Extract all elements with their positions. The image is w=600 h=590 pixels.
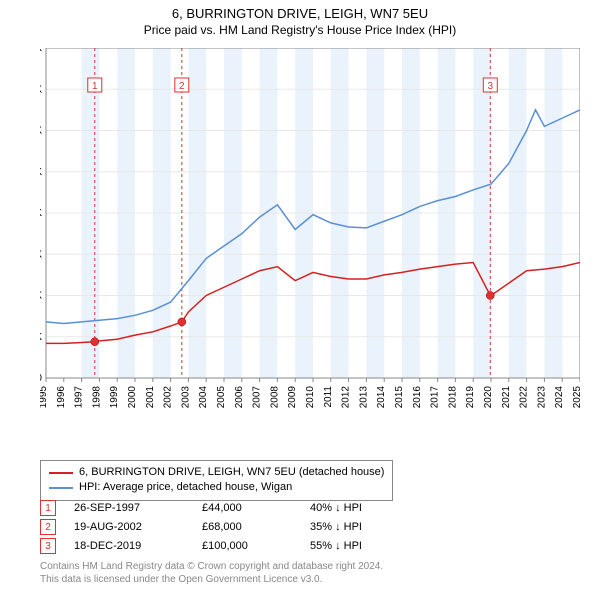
svg-text:2015: 2015 — [394, 386, 405, 409]
svg-text:2004: 2004 — [198, 386, 209, 409]
svg-text:2005: 2005 — [216, 386, 227, 409]
chart-area: £0 £50K £100K £150K £200K £250K £300K £350K £400… — [40, 48, 580, 418]
svg-text:2007: 2007 — [252, 386, 263, 409]
event-row: 3 18-DEC-2019 £100,000 55% ↓ HPI — [40, 538, 420, 554]
svg-text:2024: 2024 — [554, 386, 565, 409]
legend-label: HPI: Average price, detached house, Wiga… — [79, 480, 292, 495]
svg-text:2010: 2010 — [305, 386, 316, 409]
svg-text:2: 2 — [179, 81, 185, 92]
event-hpi-delta: 55% ↓ HPI — [310, 540, 420, 552]
svg-text:2019: 2019 — [465, 386, 476, 409]
footer-attribution: Contains HM Land Registry data © Crown c… — [40, 561, 383, 586]
svg-text:1999: 1999 — [109, 386, 120, 409]
event-row: 2 19-AUG-2002 £68,000 35% ↓ HPI — [40, 519, 420, 535]
svg-text:2003: 2003 — [180, 386, 191, 409]
svg-text:2023: 2023 — [536, 386, 547, 409]
svg-text:£50K: £50K — [40, 332, 42, 343]
event-number-box: 1 — [40, 500, 56, 516]
event-hpi-delta: 35% ↓ HPI — [310, 521, 420, 533]
event-date: 19-AUG-2002 — [74, 521, 184, 533]
event-price: £68,000 — [202, 521, 292, 533]
legend-swatch — [49, 487, 73, 489]
svg-text:2002: 2002 — [163, 386, 174, 409]
legend-label: 6, BURRINGTON DRIVE, LEIGH, WN7 5EU (det… — [79, 465, 384, 480]
svg-text:2012: 2012 — [341, 386, 352, 409]
svg-text:2009: 2009 — [287, 386, 298, 409]
event-hpi-delta: 40% ↓ HPI — [310, 502, 420, 514]
svg-text:2020: 2020 — [483, 386, 494, 409]
svg-text:1998: 1998 — [91, 386, 102, 409]
event-marker-table: 1 26-SEP-1997 £44,000 40% ↓ HPI 2 19-AUG-2002… — [40, 500, 420, 557]
svg-text:1997: 1997 — [74, 386, 85, 409]
svg-text:2008: 2008 — [269, 386, 280, 409]
title-block: 6, BURRINGTON DRIVE, LEIGH, WN7 5EU Pric… — [0, 0, 600, 37]
event-price: £100,000 — [202, 540, 292, 552]
chart-title: 6, BURRINGTON DRIVE, LEIGH, WN7 5EU — [0, 6, 600, 21]
svg-text:2000: 2000 — [127, 386, 138, 409]
svg-text:1: 1 — [92, 81, 98, 92]
svg-text:1996: 1996 — [56, 386, 67, 409]
svg-text:2016: 2016 — [412, 386, 423, 409]
svg-text:2025: 2025 — [572, 386, 580, 409]
legend-item: HPI: Average price, detached house, Wiga… — [49, 480, 384, 495]
svg-text:2001: 2001 — [145, 386, 156, 409]
svg-text:£150K: £150K — [40, 249, 42, 260]
svg-text:2014: 2014 — [376, 386, 387, 409]
svg-text:2021: 2021 — [501, 386, 512, 409]
svg-text:2017: 2017 — [430, 386, 441, 409]
svg-text:£300K: £300K — [40, 126, 42, 137]
svg-text:2011: 2011 — [323, 386, 334, 408]
event-number-box: 3 — [40, 538, 56, 554]
svg-text:2006: 2006 — [234, 386, 245, 409]
svg-text:£400K: £400K — [40, 48, 42, 54]
svg-text:2018: 2018 — [447, 386, 458, 409]
svg-text:£0: £0 — [40, 373, 42, 384]
footer-line-2: This data is licensed under the Open Gov… — [40, 574, 383, 587]
event-date: 26-SEP-1997 — [74, 502, 184, 514]
chart-subtitle: Price paid vs. HM Land Registry's House … — [0, 23, 600, 37]
svg-text:£100K: £100K — [40, 291, 42, 302]
legend-swatch — [49, 472, 73, 474]
svg-text:2022: 2022 — [519, 386, 530, 409]
svg-text:3: 3 — [488, 81, 494, 92]
legend-item: 6, BURRINGTON DRIVE, LEIGH, WN7 5EU (det… — [49, 465, 384, 480]
chart-svg: £0 £50K £100K £150K £200K £250K £300K £350K £400… — [40, 48, 580, 418]
footer-line-1: Contains HM Land Registry data © Crown c… — [40, 561, 383, 574]
svg-text:£350K: £350K — [40, 84, 42, 95]
chart-container: 6, BURRINGTON DRIVE, LEIGH, WN7 5EU Pric… — [0, 0, 600, 590]
event-row: 1 26-SEP-1997 £44,000 40% ↓ HPI — [40, 500, 420, 516]
svg-text:1995: 1995 — [40, 386, 49, 409]
event-price: £44,000 — [202, 502, 292, 514]
event-date: 18-DEC-2019 — [74, 540, 184, 552]
event-number-box: 2 — [40, 519, 56, 535]
legend: 6, BURRINGTON DRIVE, LEIGH, WN7 5EU (det… — [40, 460, 393, 501]
svg-text:£250K: £250K — [40, 167, 42, 178]
svg-text:2013: 2013 — [358, 386, 369, 409]
svg-text:£200K: £200K — [40, 208, 42, 219]
